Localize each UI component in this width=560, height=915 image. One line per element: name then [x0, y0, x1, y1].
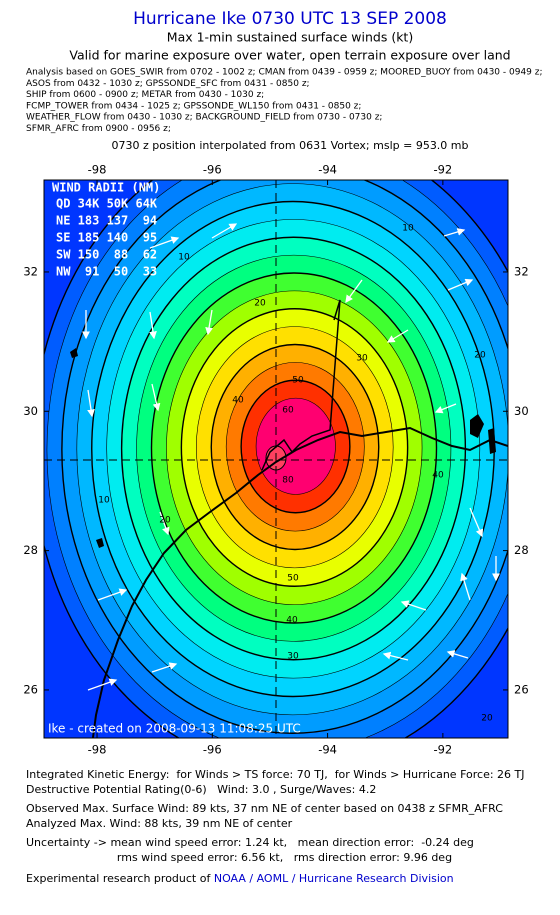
- wind-arrow: [149, 236, 180, 249]
- lon-tick-label: -98: [88, 163, 107, 177]
- wind-arrow: [400, 600, 427, 611]
- wind-radii-row: QD 34K 50K 64K: [56, 197, 158, 211]
- contour-label: 10: [402, 224, 414, 234]
- contour-label: 30: [356, 354, 368, 364]
- wind-arrow: [434, 403, 457, 414]
- contour-label: 10: [98, 496, 110, 506]
- analysis-line: WEATHER_FLOW from 0430 - 1030 z; BACKGRO…: [26, 113, 382, 123]
- wind-arrow: [443, 228, 466, 237]
- lat-tick-label: 28: [23, 543, 38, 557]
- wind-arrow: [460, 572, 471, 601]
- wind-arrow: [469, 507, 484, 538]
- wind-arrow: [149, 311, 157, 340]
- lon-tick-label: -92: [433, 163, 452, 177]
- lon-tick-label: -94: [318, 743, 337, 757]
- wind-arrow: [151, 662, 178, 673]
- coastline: [91, 426, 508, 738]
- analysis-line: SHIP from 0600 - 0900 z; METAR from 0430…: [26, 90, 264, 100]
- lon-tick-label: -92: [433, 743, 452, 757]
- footer-line: Uncertainty -> mean wind speed error: 1.…: [26, 836, 474, 849]
- title: Hurricane Ike 0730 UTC 13 SEP 2008: [133, 9, 447, 29]
- contour-label: 50: [292, 376, 304, 386]
- contour-labels: 10 10 10 20 20 20 20 30 30 40 40 40 50 50 60 80: [98, 224, 493, 724]
- lon-tick-label: -96: [203, 163, 222, 177]
- footer-line: Observed Max. Surface Wind: 89 kts, 37 n…: [26, 802, 503, 815]
- lon-tick-label: -98: [88, 743, 107, 757]
- wind-arrow: [382, 651, 409, 661]
- wind-radii-row: SW 150 88 62: [56, 248, 157, 262]
- contour-label: 20: [481, 714, 493, 724]
- contour-label: 80: [282, 476, 294, 486]
- map-plot: 10 10 10 20 20 20 20 30 30 40 40 40 50 50 60 80 WIND RA…: [44, 180, 508, 738]
- wind-arrow: [87, 678, 118, 691]
- wind-radii-row: NW 91 50 33: [56, 265, 157, 279]
- contour-label: 40: [286, 616, 298, 626]
- contour-label: 40: [232, 396, 244, 406]
- map-ticks: -98 -98 -96 -96 -94 -94 -92 -92 32 32 30 30 28 28 26 26: [23, 163, 528, 757]
- contour-label: 20: [474, 351, 486, 361]
- wind-arrow: [211, 223, 238, 239]
- wind-arrow: [205, 309, 213, 336]
- contour-label: 10: [178, 253, 190, 263]
- lat-tick-label: 32: [23, 264, 38, 278]
- lat-tick-label: 26: [514, 682, 529, 696]
- footer-line: Integrated Kinetic Energy: for Winds > T…: [26, 768, 525, 781]
- wind-arrow: [151, 383, 161, 412]
- wind-arrow: [97, 588, 128, 601]
- footer-line: Destructive Potential Rating(0-6) Wind: …: [26, 783, 376, 796]
- product-line: Experimental research product of NOAA / …: [26, 872, 454, 885]
- wind-vectors: [82, 223, 500, 691]
- contour-label: 20: [159, 516, 171, 526]
- contour-label: 50: [287, 574, 299, 584]
- wind-arrow: [446, 650, 469, 659]
- subtitle: Max 1-min sustained surface winds (kt): [167, 30, 413, 45]
- lat-tick-label: 28: [514, 543, 529, 557]
- wind-radii-row: SE 185 140 95: [56, 231, 157, 245]
- analysis-line: FCMP_TOWER from 0434 - 1025 z; GPSSONDE_…: [26, 101, 361, 111]
- contour-band: [255, 397, 336, 495]
- lon-tick-label: -94: [318, 163, 337, 177]
- valid-note: Valid for marine exposure over water, op…: [69, 48, 510, 63]
- lat-tick-label: 30: [514, 404, 529, 418]
- footer-line: Analyzed Max. Wind: 88 kts, 39 nm NE of …: [26, 817, 293, 830]
- bay-shore: [261, 299, 341, 471]
- wind-radii-row: NE 183 137 94: [56, 214, 157, 228]
- contour-label: 60: [282, 406, 294, 416]
- contour-label: 40: [432, 471, 444, 481]
- lat-tick-label: 30: [23, 404, 38, 418]
- contour-label: 30: [287, 652, 299, 662]
- wind-arrow: [87, 389, 95, 418]
- analysis-line: SFMR_AFRC from 0900 - 0956 z;: [26, 124, 171, 134]
- lat-tick-label: 26: [23, 682, 38, 696]
- footer-line: rms wind speed error: 6.56 kt, rms direc…: [26, 851, 452, 864]
- wind-arrow: [159, 511, 170, 536]
- product-link[interactable]: NOAA / AOML / Hurricane Research Divisio…: [214, 872, 454, 885]
- map-frame: [43, 179, 509, 739]
- wind-arrow: [447, 278, 474, 291]
- wind-arrow: [386, 329, 409, 343]
- wind-radii-title: WIND RADII (NM): [52, 181, 160, 195]
- footer: Integrated Kinetic Energy: for Winds > T…: [26, 768, 525, 864]
- lat-tick-label: 32: [514, 264, 529, 278]
- wind-contours: [44, 180, 508, 738]
- analysis-sources: Analysis based on GOES_SWIR from 0702 - …: [26, 68, 543, 135]
- credit: Ike - created on 2008-09-13 11:08:25 UTC: [48, 722, 301, 736]
- contour-label: 20: [254, 299, 266, 309]
- position-note: 0730 z position interpolated from 0631 V…: [111, 139, 468, 152]
- wind-radii-table: WIND RADII (NM) QD 34K 50K 64K NE 183 137…: [52, 181, 160, 279]
- wind-arrow: [345, 279, 363, 304]
- analysis-line: Analysis based on GOES_SWIR from 0702 - …: [26, 68, 543, 78]
- lon-tick-label: -96: [203, 743, 222, 757]
- analysis-line: ASOS from 0432 - 1030 z; GPSSONDE_SFC fr…: [26, 79, 310, 89]
- product-prefix: Experimental research product of: [26, 872, 214, 885]
